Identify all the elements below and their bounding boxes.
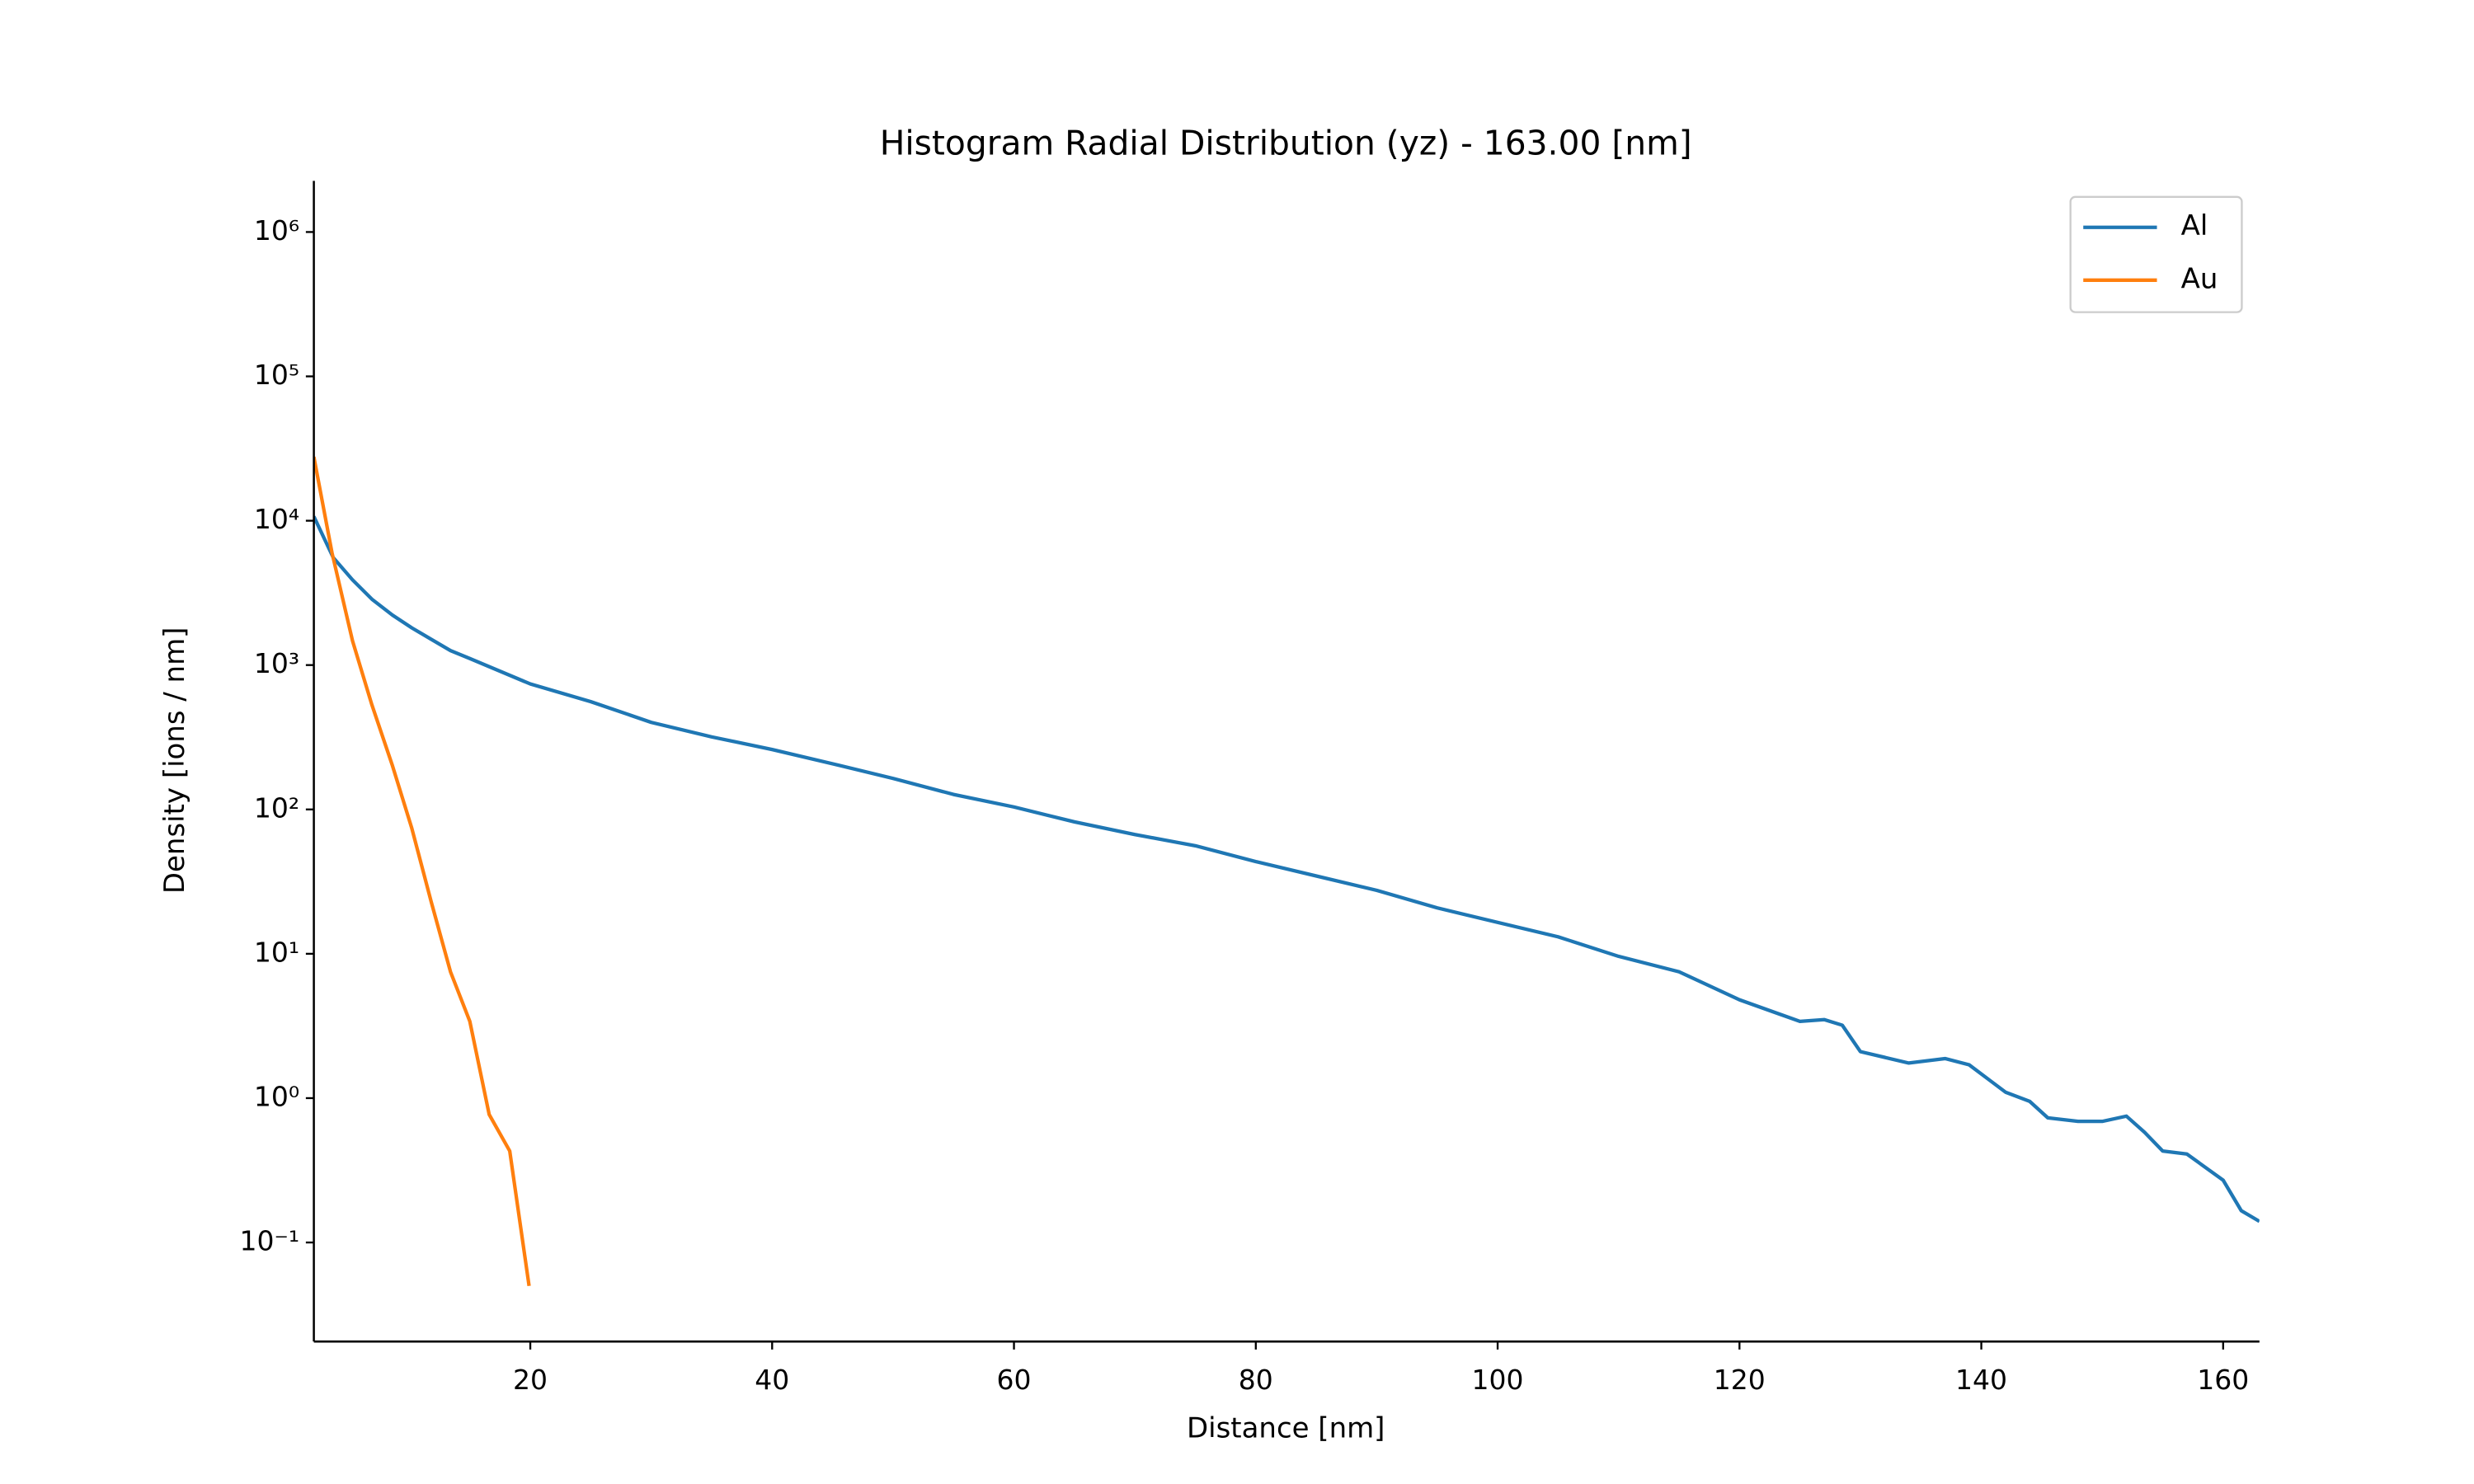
x-tick-label: 20 <box>513 1364 548 1396</box>
plot-area <box>313 456 2260 1287</box>
y-tick-label: 10⁴ <box>254 503 299 535</box>
y-tick-label: 10¹ <box>254 936 299 968</box>
legend-label: Au <box>2181 262 2218 295</box>
y-tick-label: 10⁶ <box>254 214 299 247</box>
x-tick-label: 140 <box>1955 1364 2007 1396</box>
y-tick-label: 10² <box>254 791 299 824</box>
y-axis-label: Density [ions / nm] <box>158 627 191 895</box>
y-tick-label: 10⁻¹ <box>239 1225 299 1257</box>
y-tick-label: 10⁰ <box>254 1080 299 1112</box>
line-series <box>313 515 2260 1223</box>
x-tick-label: 120 <box>1714 1364 1766 1396</box>
line-series <box>313 456 531 1287</box>
x-tick-label: 80 <box>1239 1364 1273 1396</box>
x-tick-label: 60 <box>997 1364 1032 1396</box>
x-tick-label: 160 <box>2197 1364 2249 1396</box>
y-tick-label: 10⁵ <box>254 359 299 391</box>
y-tick-label: 10³ <box>254 647 299 679</box>
x-tick-label: 100 <box>1472 1364 1524 1396</box>
x-tick-label: 40 <box>755 1364 789 1396</box>
x-axis-label: Distance [nm] <box>1187 1411 1385 1444</box>
chart-title: Histogram Radial Distribution (yz) - 163… <box>880 124 1692 163</box>
legend-label: Al <box>2181 209 2208 242</box>
